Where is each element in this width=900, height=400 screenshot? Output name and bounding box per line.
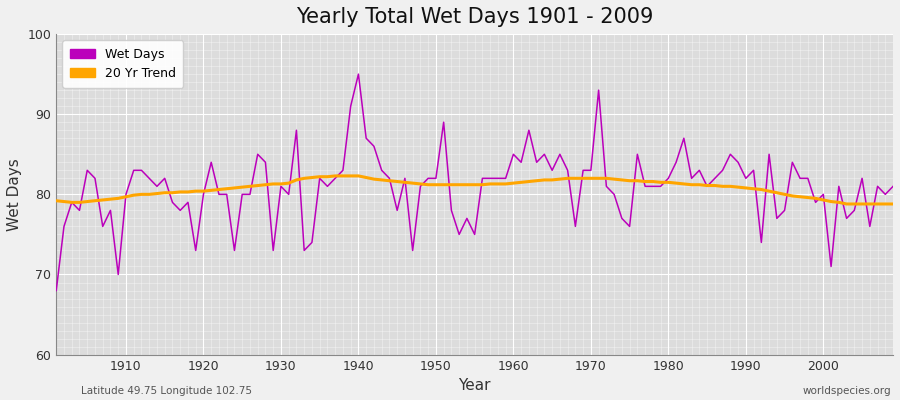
Wet Days [50, 288, 61, 293]
20 Yr Trend [516, 180, 526, 185]
Line: Wet Days: Wet Days [56, 74, 893, 290]
Wet Days [284, 192, 294, 197]
Legend: Wet Days, 20 Yr Trend: Wet Days, 20 Yr Trend [62, 40, 184, 88]
Wet Days [608, 192, 619, 197]
Text: Latitude 49.75 Longitude 102.75: Latitude 49.75 Longitude 102.75 [81, 386, 252, 396]
Line: 20 Yr Trend: 20 Yr Trend [56, 176, 893, 204]
20 Yr Trend [608, 177, 619, 182]
Wet Days [508, 152, 518, 157]
Wet Days [112, 272, 123, 277]
20 Yr Trend [887, 202, 898, 206]
20 Yr Trend [508, 181, 518, 186]
Text: worldspecies.org: worldspecies.org [803, 386, 891, 396]
Wet Days [353, 72, 364, 76]
Wet Days [887, 184, 898, 189]
20 Yr Trend [284, 181, 294, 186]
20 Yr Trend [842, 202, 852, 206]
X-axis label: Year: Year [458, 378, 491, 393]
Y-axis label: Wet Days: Wet Days [7, 158, 22, 231]
20 Yr Trend [112, 196, 123, 201]
20 Yr Trend [338, 174, 348, 178]
20 Yr Trend [329, 174, 340, 178]
Title: Yearly Total Wet Days 1901 - 2009: Yearly Total Wet Days 1901 - 2009 [296, 7, 653, 27]
20 Yr Trend [50, 198, 61, 203]
Wet Days [329, 176, 340, 181]
Wet Days [516, 160, 526, 165]
